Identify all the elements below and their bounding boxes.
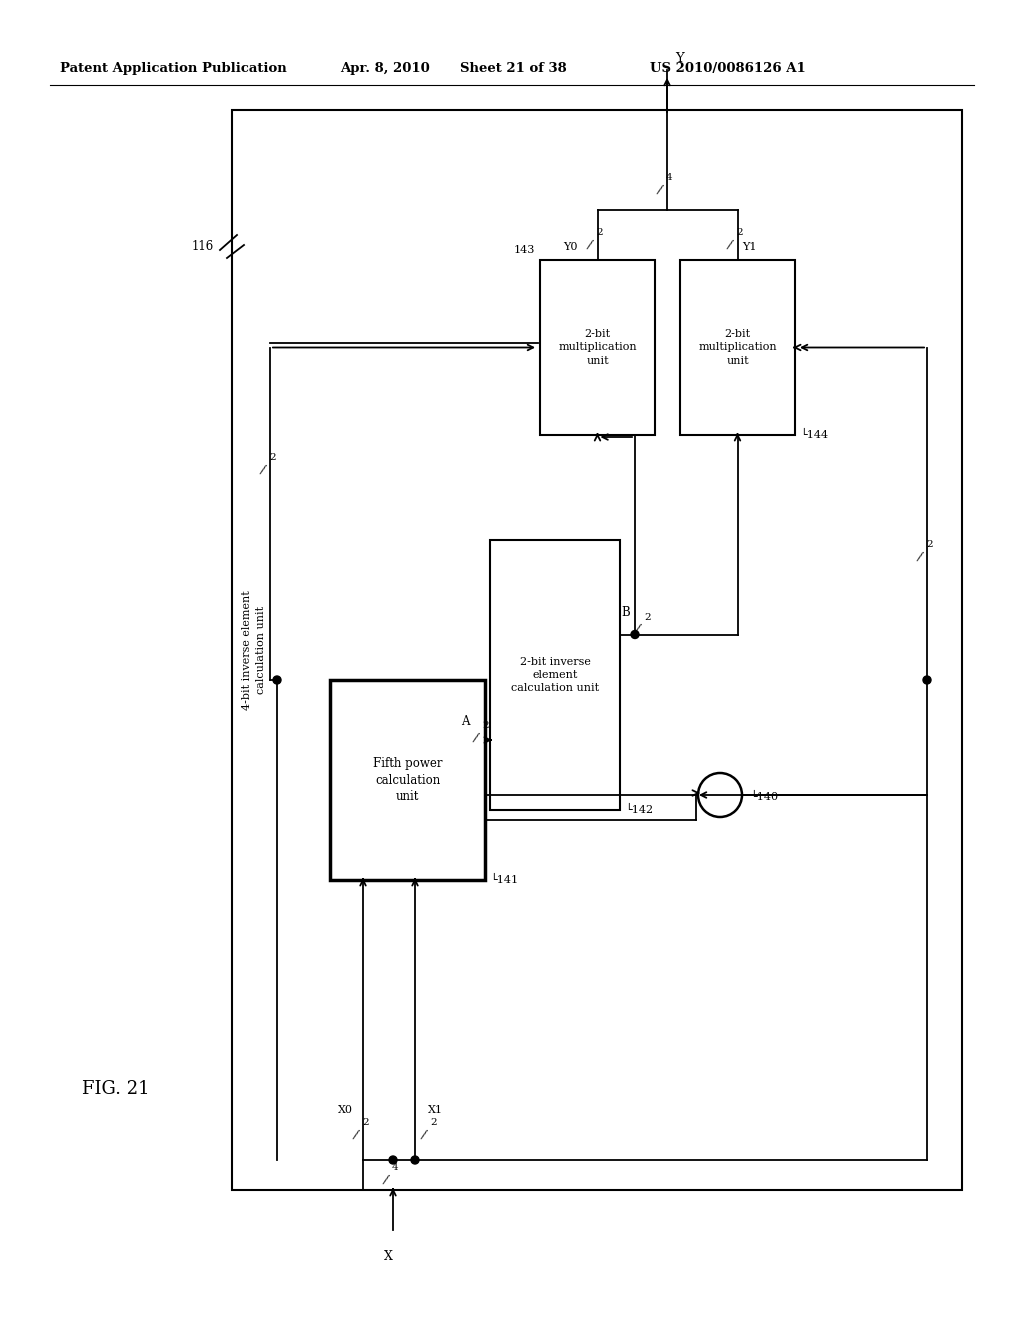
Text: 2: 2 <box>736 228 743 238</box>
Text: 4: 4 <box>666 173 673 182</box>
Text: X1: X1 <box>427 1105 442 1115</box>
Circle shape <box>631 631 639 639</box>
Text: 2: 2 <box>926 540 933 549</box>
Text: Apr. 8, 2010: Apr. 8, 2010 <box>340 62 430 75</box>
Text: /: / <box>725 238 733 252</box>
Circle shape <box>389 1156 397 1164</box>
Text: Patent Application Publication: Patent Application Publication <box>60 62 287 75</box>
Text: 2: 2 <box>597 228 603 238</box>
Text: /: / <box>471 731 479 744</box>
Text: A: A <box>461 715 469 729</box>
Bar <box>540 260 655 436</box>
Bar <box>490 540 620 810</box>
Text: 2-bit
multiplication
unit: 2-bit multiplication unit <box>698 329 777 366</box>
Text: X0: X0 <box>338 1105 352 1115</box>
Text: US 2010/0086126 A1: US 2010/0086126 A1 <box>650 62 806 75</box>
Text: X: X <box>384 1250 392 1263</box>
Bar <box>680 260 795 436</box>
Text: 2: 2 <box>362 1118 369 1127</box>
Text: 143: 143 <box>514 246 535 255</box>
Text: └144: └144 <box>800 430 828 440</box>
Text: /: / <box>655 183 664 197</box>
Text: /: / <box>258 463 266 477</box>
Text: /: / <box>381 1173 389 1187</box>
Circle shape <box>923 676 931 684</box>
Text: 2: 2 <box>430 1118 436 1127</box>
Text: Fifth power
calculation
unit: Fifth power calculation unit <box>373 756 442 804</box>
Text: Y1: Y1 <box>742 242 757 252</box>
Text: 2-bit inverse
element
calculation unit: 2-bit inverse element calculation unit <box>511 657 599 693</box>
Text: /: / <box>351 1129 359 1142</box>
Text: B: B <box>622 606 630 619</box>
Bar <box>330 680 485 880</box>
Text: 4: 4 <box>392 1163 398 1172</box>
Text: 2-bit
multiplication
unit: 2-bit multiplication unit <box>558 329 637 366</box>
Text: └141: └141 <box>490 875 518 886</box>
Circle shape <box>411 1156 419 1164</box>
Text: /: / <box>633 623 641 636</box>
Text: /: / <box>419 1129 427 1142</box>
Text: /: / <box>586 238 594 252</box>
Text: └142: └142 <box>625 805 653 814</box>
Text: 2: 2 <box>482 721 488 730</box>
Text: └140: └140 <box>750 792 778 803</box>
Text: /: / <box>914 550 923 564</box>
Text: 4-bit inverse element
calculation unit: 4-bit inverse element calculation unit <box>243 590 265 710</box>
Text: 2: 2 <box>644 612 650 622</box>
Text: 2: 2 <box>269 453 275 462</box>
Circle shape <box>698 774 742 817</box>
Circle shape <box>273 676 281 684</box>
Bar <box>232 110 962 1191</box>
Text: Sheet 21 of 38: Sheet 21 of 38 <box>460 62 566 75</box>
Text: FIG. 21: FIG. 21 <box>82 1080 150 1098</box>
Text: Y0: Y0 <box>563 242 578 252</box>
Text: 116: 116 <box>191 240 214 253</box>
Text: Y: Y <box>675 51 684 65</box>
